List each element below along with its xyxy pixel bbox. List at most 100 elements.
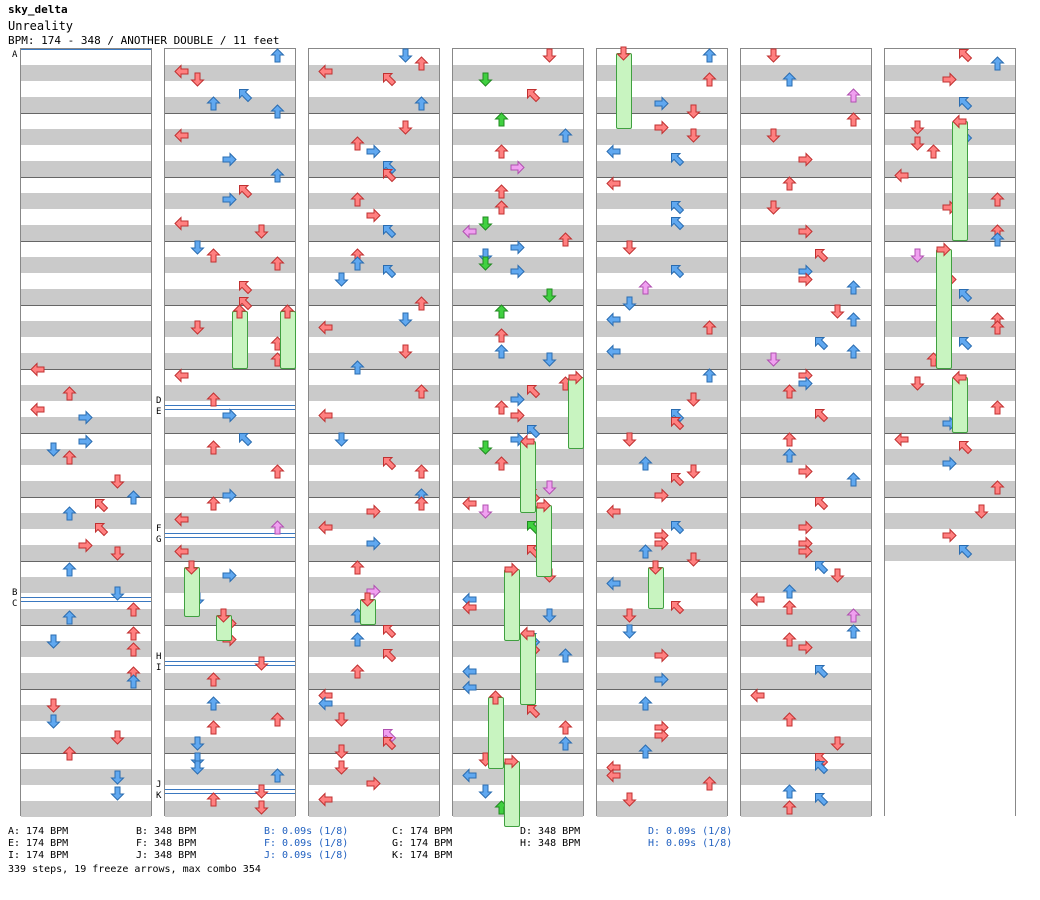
right-arrow-icon: [798, 520, 813, 535]
up-arrow-icon: [270, 464, 285, 479]
measure-line: [453, 689, 583, 690]
up-left-arrow-icon: [670, 472, 685, 487]
up-arrow-icon: [62, 562, 77, 577]
measure-line: [741, 177, 871, 178]
chart-info: BPM: 174 - 348 / ANOTHER DOUBLE / 11 fee…: [8, 34, 280, 47]
down-arrow-icon: [254, 224, 269, 239]
up-arrow-icon: [270, 168, 285, 183]
right-arrow-icon: [568, 370, 583, 385]
up-arrow-icon: [494, 144, 509, 159]
down-arrow-icon: [478, 784, 493, 799]
down-arrow-icon: [334, 712, 349, 727]
freeze-arrow: [280, 311, 296, 369]
beat-band: [165, 321, 295, 337]
up-arrow-icon: [990, 320, 1005, 335]
beat-band: [453, 129, 583, 145]
freeze-arrow: [520, 441, 536, 513]
measure-line: [597, 689, 727, 690]
up-arrow-icon: [494, 400, 509, 415]
measure-line: [21, 753, 151, 754]
measure-line: [165, 305, 295, 306]
up-arrow-icon: [270, 520, 285, 535]
measure-line: [453, 177, 583, 178]
measure-line: [597, 561, 727, 562]
down-arrow-icon: [478, 216, 493, 231]
beat-band: [21, 193, 151, 209]
freeze-arrow: [536, 505, 552, 577]
chart-column: [452, 48, 584, 827]
left-arrow-icon: [520, 626, 535, 641]
up-left-arrow-icon: [382, 736, 397, 751]
beat-band: [165, 545, 295, 561]
beat-band: [453, 65, 583, 81]
left-arrow-icon: [606, 312, 621, 327]
beat-band: [165, 673, 295, 689]
freeze-arrow: [952, 377, 968, 433]
beat-band: [885, 481, 1015, 497]
beat-band: [597, 385, 727, 401]
down-arrow-icon: [478, 440, 493, 455]
up-arrow-icon: [206, 720, 221, 735]
bpm-change-line: [165, 405, 295, 406]
up-arrow-icon: [782, 584, 797, 599]
beat-band: [165, 641, 295, 657]
left-arrow-icon: [318, 64, 333, 79]
down-arrow-icon: [766, 352, 781, 367]
up-arrow-icon: [494, 344, 509, 359]
left-arrow-icon: [174, 368, 189, 383]
beat-band: [885, 225, 1015, 241]
up-arrow-icon: [206, 672, 221, 687]
right-arrow-icon: [654, 488, 669, 503]
left-arrow-icon: [606, 768, 621, 783]
measure-line: [309, 177, 439, 178]
beat-band: [21, 353, 151, 369]
measure-line: [21, 689, 151, 690]
down-arrow-icon: [830, 568, 845, 583]
up-arrow-icon: [846, 280, 861, 295]
beat-band: [453, 289, 583, 305]
chart-column: [740, 48, 872, 817]
down-arrow-icon: [910, 136, 925, 151]
up-arrow-icon: [206, 792, 221, 807]
bpm-entry: B: 348 BPM: [136, 826, 197, 837]
up-arrow-icon: [206, 496, 221, 511]
up-arrow-icon: [782, 448, 797, 463]
up-left-arrow-icon: [526, 424, 541, 439]
measure-line: [885, 241, 1015, 242]
down-arrow-icon: [542, 48, 557, 63]
beat-band: [21, 801, 151, 817]
beat-band: [21, 385, 151, 401]
beat-band: [741, 321, 871, 337]
bpm-entry: A: 174 BPM: [8, 826, 69, 837]
beat-band: [741, 97, 871, 113]
song-title: Unreality: [8, 19, 74, 33]
left-arrow-icon: [952, 370, 967, 385]
measure-line: [309, 753, 439, 754]
up-left-arrow-icon: [382, 168, 397, 183]
beat-band: [21, 513, 151, 529]
up-left-arrow-icon: [958, 48, 973, 63]
beat-band: [309, 481, 439, 497]
right-arrow-icon: [654, 728, 669, 743]
down-arrow-icon: [686, 464, 701, 479]
up-arrow-icon: [126, 490, 141, 505]
down-arrow-icon: [190, 760, 205, 775]
measure-line: [741, 305, 871, 306]
down-arrow-icon: [622, 296, 637, 311]
right-arrow-icon: [366, 144, 381, 159]
up-left-arrow-icon: [814, 664, 829, 679]
up-left-arrow-icon: [958, 336, 973, 351]
up-arrow-icon: [350, 256, 365, 271]
bpm-change-line: [165, 537, 295, 538]
freeze-arrow: [568, 377, 584, 449]
up-left-arrow-icon: [958, 96, 973, 111]
beat-band: [597, 161, 727, 177]
up-left-arrow-icon: [382, 648, 397, 663]
up-arrow-icon: [846, 624, 861, 639]
right-arrow-icon: [798, 152, 813, 167]
beat-band: [453, 417, 583, 433]
right-arrow-icon: [936, 242, 951, 257]
down-arrow-icon: [622, 240, 637, 255]
up-arrow-icon: [846, 312, 861, 327]
down-arrow-icon: [398, 120, 413, 135]
